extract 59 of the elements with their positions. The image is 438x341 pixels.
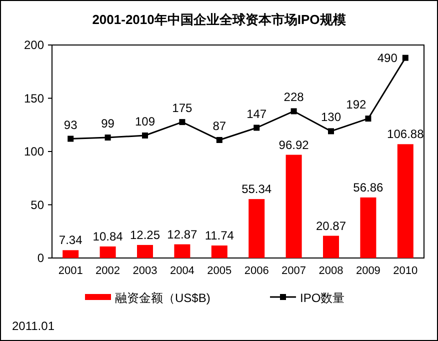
y-tick-label: 100 [24,144,44,158]
x-tick-label: 2008 [318,265,344,277]
y-tick-label: 0 [37,251,44,265]
data-label: 12.87 [167,227,198,242]
bar [100,246,116,258]
data-label: 490 [377,50,398,65]
data-label: 228 [284,90,304,104]
legend-label: IPO数量 [300,291,345,305]
x-tick-label: 2005 [207,265,232,277]
point [290,108,297,114]
bar [62,250,79,258]
bar [174,244,190,258]
point [328,128,334,134]
bar [211,245,228,258]
x-tick-label: 2004 [170,265,194,277]
data-label: 130 [320,110,342,124]
bar [286,154,302,258]
point [254,124,260,131]
data-label: 106.88 [387,127,424,142]
point [104,134,111,141]
bar [323,236,339,258]
point [216,136,222,143]
data-label: 10.84 [92,229,124,244]
data-label: 7.34 [58,233,83,248]
data-label: 55.34 [242,182,272,196]
data-label: 12.25 [130,228,160,242]
x-tick-label: 2002 [96,265,120,277]
data-label: 93 [64,118,78,132]
point [142,132,148,138]
data-label: 96.92 [278,138,310,152]
point [365,116,372,122]
chart-title: 2001-2010年中国企业全球资本市场IPO规模 [92,12,346,27]
x-tick-label: 2010 [393,265,418,277]
bar [397,144,414,258]
x-tick-label: 2007 [282,265,306,277]
data-label: 87 [212,118,226,133]
x-tick-label: 2001 [58,265,83,277]
y-tick-label: 200 [24,38,44,52]
data-label: 20.87 [316,218,346,233]
data-label: 11.74 [204,228,234,242]
data-label: 109 [134,114,156,128]
point [68,136,74,142]
data-label: 147 [246,106,267,121]
bar [360,197,376,258]
bar [137,244,153,258]
x-tick-label: 2009 [356,265,380,277]
x-tick-label: 2003 [132,265,158,277]
x-tick-label: 2006 [244,265,269,277]
text: 2011.01 [12,319,55,333]
y-tick-label: 150 [24,91,44,106]
point [402,54,408,61]
point [179,119,186,126]
data-label: 175 [172,101,193,116]
data-label: 56.86 [353,180,384,194]
data-label: 99 [101,116,115,131]
bar [248,199,265,258]
legend-label: 融资金额（US$B) [115,291,210,305]
data-label: 192 [346,98,367,112]
y-tick-label: 50 [30,198,44,212]
